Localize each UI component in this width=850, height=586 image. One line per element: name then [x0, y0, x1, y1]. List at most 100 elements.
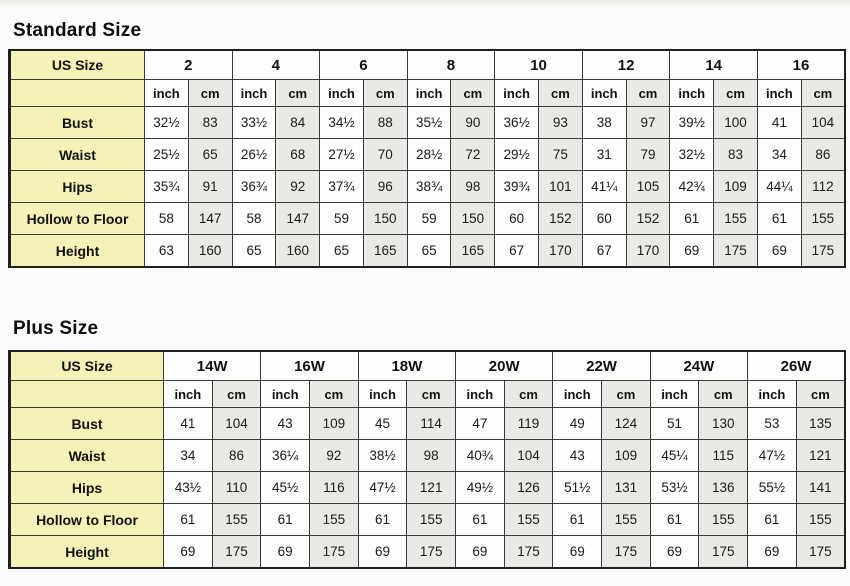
- measurement-label: Bust: [9, 407, 164, 440]
- inch-value-cell: 45¼: [649, 439, 700, 472]
- measurement-row: Hips 43½ 110 45½ 116 47½ 121 49½ 126 51½ 131 53½ 136…: [9, 471, 846, 504]
- inch-value-cell: 58: [231, 202, 277, 235]
- inch-value-cell: 69: [747, 535, 797, 569]
- inch-value-cell: 36¼: [260, 439, 311, 472]
- cm-value-cell: 150: [450, 202, 496, 235]
- inch-value-cell: 53½: [649, 471, 700, 504]
- inch-value-cell: 61: [455, 503, 505, 536]
- size-header-cell: 16: [756, 49, 846, 80]
- cm-value-cell: 155: [309, 503, 359, 536]
- unit-inch-header: inch: [357, 380, 408, 408]
- cm-value-cell: 83: [713, 138, 758, 171]
- cm-value-cell: 114: [406, 407, 457, 440]
- corner-empty-cell: [9, 79, 145, 107]
- cm-value-cell: 86: [211, 439, 262, 472]
- cm-value-cell: 121: [406, 471, 457, 504]
- cm-value-cell: 75: [538, 138, 583, 171]
- cm-value-cell: 72: [450, 138, 496, 171]
- inch-value-cell: 63: [144, 234, 189, 268]
- cm-value-cell: 175: [211, 535, 262, 569]
- unit-cm-header: cm: [800, 79, 846, 107]
- inch-value-cell: 38½: [357, 439, 408, 472]
- cm-value-cell: 155: [800, 202, 846, 235]
- inch-value-cell: 34: [756, 138, 802, 171]
- size-header-cell: 22W: [552, 350, 651, 381]
- inch-value-cell: 37¾: [319, 170, 364, 203]
- cm-value-cell: 155: [503, 503, 554, 536]
- unit-cm-header: cm: [538, 79, 583, 107]
- cm-value-cell: 136: [698, 471, 749, 504]
- measurement-row: Bust 32½ 83 33½ 84 34½ 88 35½ 90 36½ 93 38 97 39½ 100 4…: [9, 106, 846, 139]
- plus-size-title: Plus Size: [13, 318, 99, 339]
- cm-value-cell: 141: [795, 471, 846, 504]
- inch-value-cell: 69: [357, 535, 408, 569]
- inch-value-cell: 34½: [319, 106, 364, 139]
- cm-value-cell: 147: [275, 202, 321, 235]
- cm-value-cell: 121: [795, 439, 846, 472]
- measurement-label: Height: [9, 535, 164, 569]
- inch-value-cell: 47: [455, 407, 505, 440]
- cm-value-cell: 93: [538, 106, 583, 139]
- size-header-cell: 14: [669, 49, 758, 80]
- cm-value-cell: 109: [713, 170, 758, 203]
- measurement-row: Height 69 175 69 175 69 175 69 175 69 175 69 175 69 17…: [9, 535, 846, 569]
- size-header-cell: 10: [494, 49, 583, 80]
- inch-value-cell: 43½: [163, 471, 213, 504]
- inch-value-cell: 59: [406, 202, 452, 235]
- cm-value-cell: 170: [625, 234, 671, 268]
- cm-value-cell: 104: [503, 439, 554, 472]
- inch-value-cell: 29½: [494, 138, 540, 171]
- size-header-cell: 16W: [260, 350, 359, 381]
- inch-value-cell: 60: [581, 202, 627, 235]
- cm-value-cell: 160: [187, 234, 233, 268]
- cm-value-cell: 109: [309, 407, 359, 440]
- cm-value-cell: 175: [800, 234, 846, 268]
- cm-value-cell: 70: [362, 138, 408, 171]
- cm-value-cell: 90: [450, 106, 496, 139]
- cm-value-cell: 104: [211, 407, 262, 440]
- inch-value-cell: 55½: [747, 471, 797, 504]
- cm-value-cell: 100: [713, 106, 758, 139]
- inch-value-cell: 25½: [144, 138, 189, 171]
- unit-inch-header: inch: [319, 79, 364, 107]
- unit-inch-header: inch: [455, 380, 505, 408]
- unit-cm-header: cm: [713, 79, 758, 107]
- measurement-label: Hollow to Floor: [9, 503, 164, 536]
- corner-us-size-label: US Size: [9, 350, 164, 381]
- cm-value-cell: 152: [625, 202, 671, 235]
- cm-value-cell: 175: [713, 234, 758, 268]
- cm-value-cell: 175: [406, 535, 457, 569]
- size-table-grid: US Size 2 4 6 8 10 12 14 16 inch cm inch cm inch cm inc…: [8, 49, 846, 268]
- unit-inch-header: inch: [747, 380, 797, 408]
- cm-value-cell: 110: [211, 471, 262, 504]
- cm-value-cell: 92: [309, 439, 359, 472]
- unit-inch-header: inch: [231, 79, 277, 107]
- measurement-row: Hollow to Floor 61 155 61 155 61 155 61 155 61 155…: [9, 503, 846, 536]
- inch-value-cell: 38¾: [406, 170, 452, 203]
- inch-value-cell: 47½: [357, 471, 408, 504]
- size-header-cell: 8: [406, 49, 496, 80]
- inch-value-cell: 41: [163, 407, 213, 440]
- measurement-label: Hips: [9, 471, 164, 504]
- cm-value-cell: 96: [362, 170, 408, 203]
- measurement-label: Height: [9, 234, 145, 268]
- cm-value-cell: 155: [406, 503, 457, 536]
- size-header-row: US Size 14W 16W 18W 20W 22W 24W 26W: [9, 350, 846, 381]
- cm-value-cell: 68: [275, 138, 321, 171]
- standard-size-title: Standard Size: [13, 20, 142, 41]
- cm-value-cell: 112: [800, 170, 846, 203]
- unit-cm-header: cm: [503, 380, 554, 408]
- measurement-row: Hollow to Floor 58 147 58 147 59 150 59 150 60 152…: [9, 202, 846, 235]
- cm-value-cell: 175: [601, 535, 651, 569]
- top-edge-shading: [0, 0, 850, 8]
- cm-value-cell: 88: [362, 106, 408, 139]
- cm-value-cell: 131: [601, 471, 651, 504]
- inch-value-cell: 69: [669, 234, 715, 268]
- measurement-row: Height 63 160 65 160 65 165 65 165 67 170 67 170 69 17…: [9, 234, 846, 268]
- unit-cm-header: cm: [795, 380, 846, 408]
- unit-cm-header: cm: [601, 380, 651, 408]
- inch-value-cell: 32½: [144, 106, 189, 139]
- corner-us-size-label: US Size: [9, 49, 145, 80]
- cm-value-cell: 119: [503, 407, 554, 440]
- inch-value-cell: 67: [581, 234, 627, 268]
